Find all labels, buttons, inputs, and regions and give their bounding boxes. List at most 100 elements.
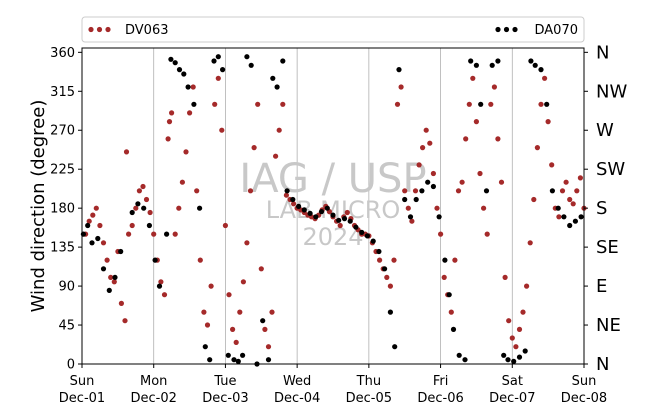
data-point — [146, 222, 152, 229]
legend-marker — [105, 26, 111, 33]
data-point — [505, 357, 511, 363]
data-point — [377, 257, 383, 263]
x-tick-day: Mon — [140, 374, 167, 389]
data-point — [561, 214, 567, 220]
compass-label: SW — [596, 159, 625, 180]
data-point — [462, 357, 468, 363]
legend-entry-da070 — [495, 26, 518, 33]
data-point — [477, 170, 483, 177]
data-point — [165, 136, 171, 142]
data-point — [542, 75, 548, 81]
data-point — [376, 248, 382, 255]
data-point — [370, 238, 376, 244]
compass-label: NW — [596, 81, 627, 102]
data-point — [387, 309, 393, 315]
data-point — [567, 196, 573, 203]
data-point — [280, 101, 286, 107]
data-point — [413, 196, 419, 203]
data-point — [495, 136, 501, 142]
data-point — [100, 266, 107, 272]
data-point — [244, 54, 250, 60]
data-point — [161, 292, 168, 298]
data-point — [412, 188, 419, 194]
data-point — [276, 127, 282, 133]
data-point — [468, 58, 474, 64]
data-point — [347, 218, 353, 224]
legend-marker — [96, 26, 103, 33]
data-point — [532, 62, 538, 68]
data-point — [425, 179, 431, 185]
data-point — [427, 140, 433, 146]
data-point — [473, 119, 479, 125]
data-point — [244, 240, 250, 246]
y-tick-label: 90 — [58, 280, 75, 295]
data-point — [208, 283, 214, 289]
data-point — [470, 75, 476, 81]
data-point — [248, 62, 254, 68]
data-point — [344, 209, 350, 216]
data-point — [168, 56, 174, 62]
x-tick-day: Wed — [283, 374, 311, 389]
data-point — [265, 344, 272, 350]
data-point — [290, 196, 296, 203]
data-point — [164, 231, 170, 237]
x-tick-day: Thu — [356, 374, 381, 389]
x-tick-day: Tue — [213, 374, 236, 389]
x-tick-day: Sat — [502, 374, 523, 389]
data-point — [201, 309, 207, 315]
data-point — [416, 162, 422, 168]
y-tick-label: 135 — [50, 241, 75, 256]
data-point — [97, 222, 103, 229]
legend: DV063 DA070 — [81, 16, 585, 43]
data-point — [450, 326, 457, 332]
data-point — [364, 233, 370, 239]
data-point — [384, 274, 390, 280]
data-point — [545, 119, 551, 125]
series-da070 — [80, 54, 584, 367]
y-tick-label: 45 — [58, 319, 75, 334]
data-point — [407, 214, 414, 220]
data-point — [420, 145, 426, 151]
data-point — [123, 149, 130, 155]
data-point — [133, 205, 139, 211]
x-tick-date: Dec-04 — [274, 391, 320, 406]
y-tick-label: 180 — [50, 202, 75, 217]
data-point — [353, 224, 359, 230]
data-point — [441, 274, 447, 280]
x-tick-date: Dec-08 — [561, 391, 607, 406]
data-point — [185, 84, 191, 90]
data-point — [262, 326, 268, 332]
data-point — [265, 357, 272, 363]
data-point — [104, 257, 110, 263]
data-point — [555, 205, 561, 211]
data-point — [152, 257, 158, 263]
data-point — [524, 283, 530, 289]
data-point — [394, 101, 401, 107]
data-point — [506, 318, 512, 324]
legend-marker — [503, 26, 510, 33]
data-point — [498, 179, 505, 185]
data-point — [207, 357, 213, 363]
data-point — [409, 218, 415, 224]
x-tick-day: Sun — [70, 374, 95, 389]
y-tick-label: 225 — [50, 163, 75, 178]
data-point — [118, 248, 124, 255]
data-point — [513, 344, 519, 350]
legend-marker — [495, 26, 501, 33]
data-point — [544, 101, 550, 107]
data-point — [111, 279, 117, 285]
data-point — [93, 205, 99, 211]
data-point — [572, 218, 579, 224]
data-point — [100, 240, 107, 246]
data-point — [466, 101, 472, 107]
data-point — [391, 257, 397, 263]
data-point — [190, 84, 196, 90]
data-point — [456, 352, 462, 358]
compass-label: N — [596, 42, 609, 63]
data-point — [273, 153, 279, 159]
data-point — [527, 240, 533, 246]
data-point — [574, 188, 580, 194]
watermark: IAG / USP LAB MICRO 2024 — [239, 156, 426, 251]
data-point — [488, 101, 494, 107]
data-point — [90, 212, 96, 218]
